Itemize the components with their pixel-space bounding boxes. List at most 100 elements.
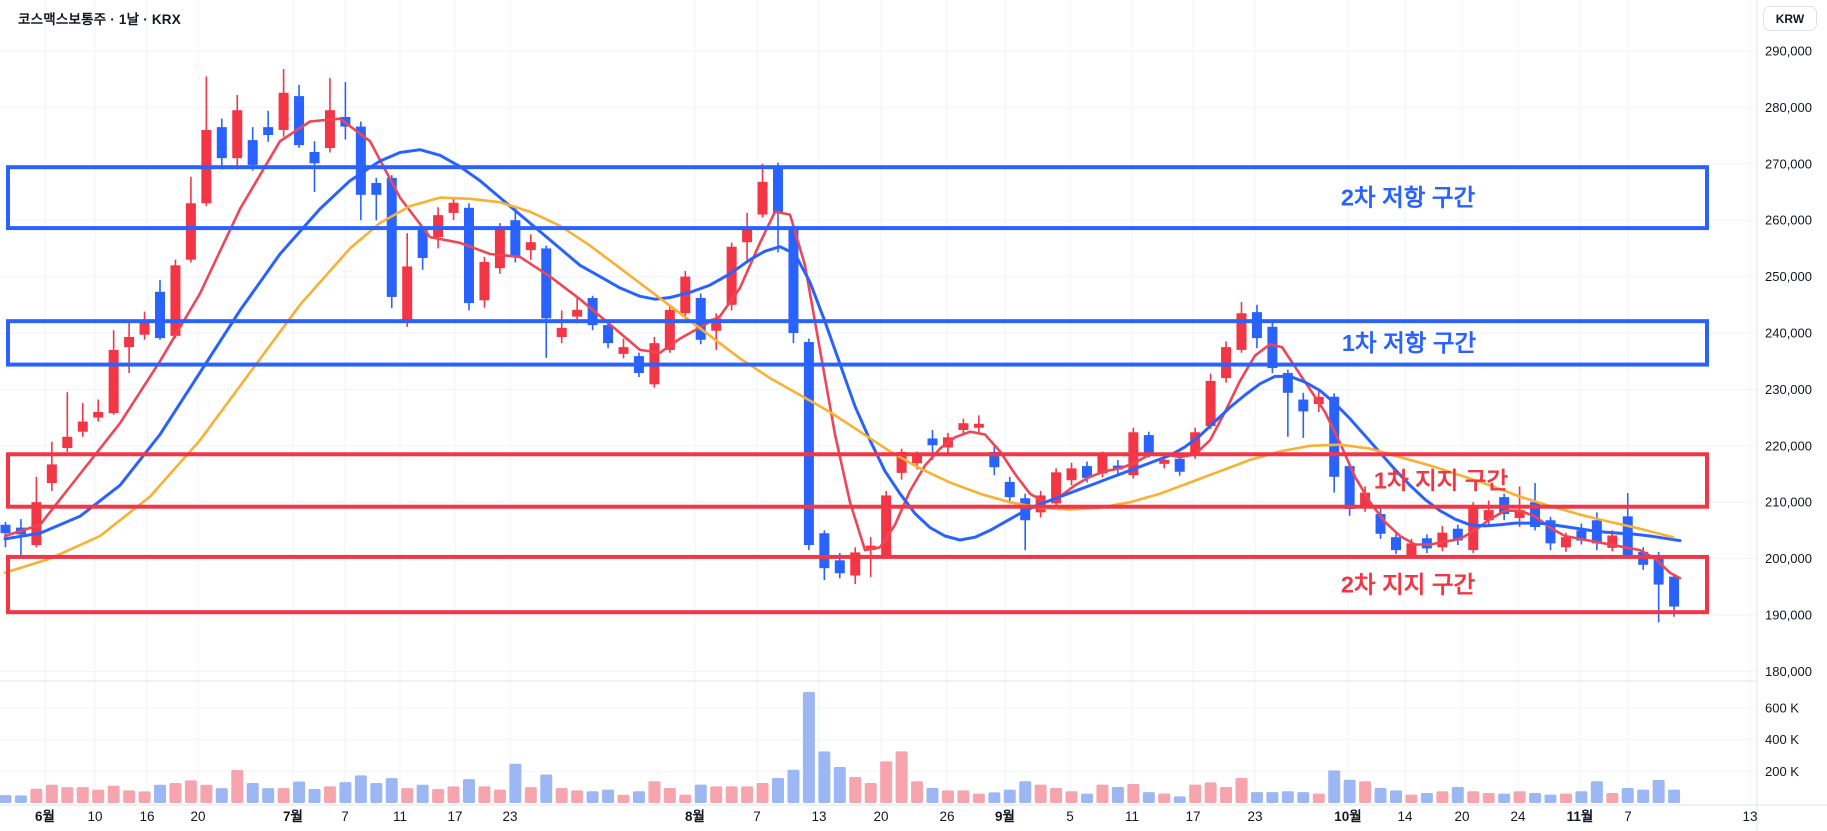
volume-bar (787, 769, 800, 803)
time-tick-label: 9월 (995, 808, 1015, 824)
up-candle (525, 242, 536, 251)
time-tick-label: 24 (1510, 809, 1526, 824)
volume-bar (370, 783, 383, 803)
price-axis[interactable]: 290,000 280,000 270,000 260,000 250,000 240,0… (1765, 44, 1812, 779)
currency-button[interactable]: KRW (1763, 6, 1817, 31)
time-tick-label: 8월 (685, 808, 705, 824)
up-candle (556, 327, 567, 337)
volume-bar (416, 784, 429, 803)
zone-box (6, 452, 1709, 509)
time-tick-label: 7 (341, 809, 349, 824)
volume-bar (1405, 794, 1418, 803)
volume-bar (1003, 789, 1016, 803)
volume-bar (0, 795, 12, 803)
up-candle (93, 411, 104, 418)
volume-bar (818, 751, 831, 803)
time-tick-label: 7 (1624, 809, 1632, 824)
volume-bar (1436, 791, 1449, 803)
volume-bar (710, 786, 723, 803)
up-candle (664, 309, 675, 350)
time-tick-label: 13 (811, 809, 826, 824)
down-candle (216, 127, 227, 159)
down-candle (155, 291, 165, 339)
up-candle (108, 349, 119, 414)
time-tick-label: 11 (393, 809, 407, 824)
volume-bar (648, 781, 661, 803)
time-tick-label: 16 (139, 809, 154, 824)
volume-bar (1312, 793, 1325, 803)
time-tick-label: 17 (1185, 809, 1200, 824)
volume-bar (1420, 793, 1433, 803)
volume-bar (215, 788, 228, 803)
candles (0, 69, 1680, 623)
price-tick-label: 230,000 (1765, 382, 1812, 397)
volume-bar (323, 786, 336, 803)
down-candle (1143, 435, 1154, 454)
volume-bar (30, 788, 43, 803)
volume-bar (1621, 787, 1634, 803)
volume-bar (154, 784, 166, 803)
time-tick-label: 20 (190, 809, 205, 824)
volume-bar (1220, 786, 1233, 803)
volume-bar (663, 787, 676, 803)
price-tick-label: 270,000 (1765, 156, 1812, 171)
volume-bar (1328, 770, 1341, 803)
volume-bar (1668, 789, 1681, 803)
volume-bar (911, 781, 924, 803)
volume-bar (1513, 791, 1526, 803)
volume-bar (1127, 783, 1140, 803)
up-candle (1190, 432, 1201, 455)
up-candle (1406, 543, 1417, 556)
time-tick-label: 11월 (1567, 808, 1594, 824)
down-candle (355, 126, 366, 195)
up-candle (572, 309, 583, 317)
volume-bar (1250, 792, 1263, 803)
down-candle (309, 151, 320, 164)
price-tick-label: 260,000 (1765, 213, 1812, 228)
volume-bar (169, 783, 182, 803)
volume-bar (200, 784, 213, 803)
down-candle (1267, 326, 1278, 368)
up-candle (1159, 459, 1170, 464)
down-candle (773, 168, 783, 213)
down-candle (1391, 537, 1401, 551)
volume-bar (864, 783, 877, 803)
down-candle (1669, 576, 1680, 607)
up-candle (278, 92, 289, 130)
volume-bar (741, 786, 754, 803)
up-candle (170, 265, 181, 336)
down-candle (263, 127, 274, 136)
time-tick-label: 10월 (1334, 808, 1361, 824)
volume-bar (1019, 781, 1032, 803)
time-tick-label: 10 (87, 809, 102, 824)
up-candle (726, 246, 737, 305)
price-tick-label: 280,000 (1765, 100, 1812, 115)
zone-1: 2차 저항 구간 (6, 165, 1709, 231)
down-candle (1530, 502, 1541, 528)
volume-bar (679, 794, 692, 803)
down-candle (1004, 481, 1015, 498)
volume-bar (1390, 790, 1402, 803)
volume-bar (493, 789, 506, 803)
down-candle (1452, 528, 1463, 541)
volume-bar (401, 788, 414, 803)
zone-label: 2차 저항 구간 (1341, 185, 1476, 211)
up-candle (62, 436, 73, 449)
down-candle (819, 533, 830, 569)
down-candle (417, 229, 428, 258)
volume-bar (92, 789, 105, 803)
volume-bar (308, 789, 321, 803)
volume-bar (1637, 789, 1650, 803)
time-tick-label: 23 (1247, 809, 1262, 824)
volume-bar (277, 788, 290, 803)
volume-bar (555, 787, 568, 803)
ma-mid-line (3, 148, 1682, 543)
volume-bar (1204, 782, 1217, 803)
time-tick-label: 23 (502, 809, 517, 824)
time-axis[interactable]: 6월 10 16 20 7월 7 11 17 23 8월 7 13 20 26 9월 5 11 17 23 10월 14… (35, 808, 1757, 824)
volume-bar (833, 767, 846, 803)
up-candle (881, 495, 892, 556)
volume-bar (1111, 786, 1124, 803)
